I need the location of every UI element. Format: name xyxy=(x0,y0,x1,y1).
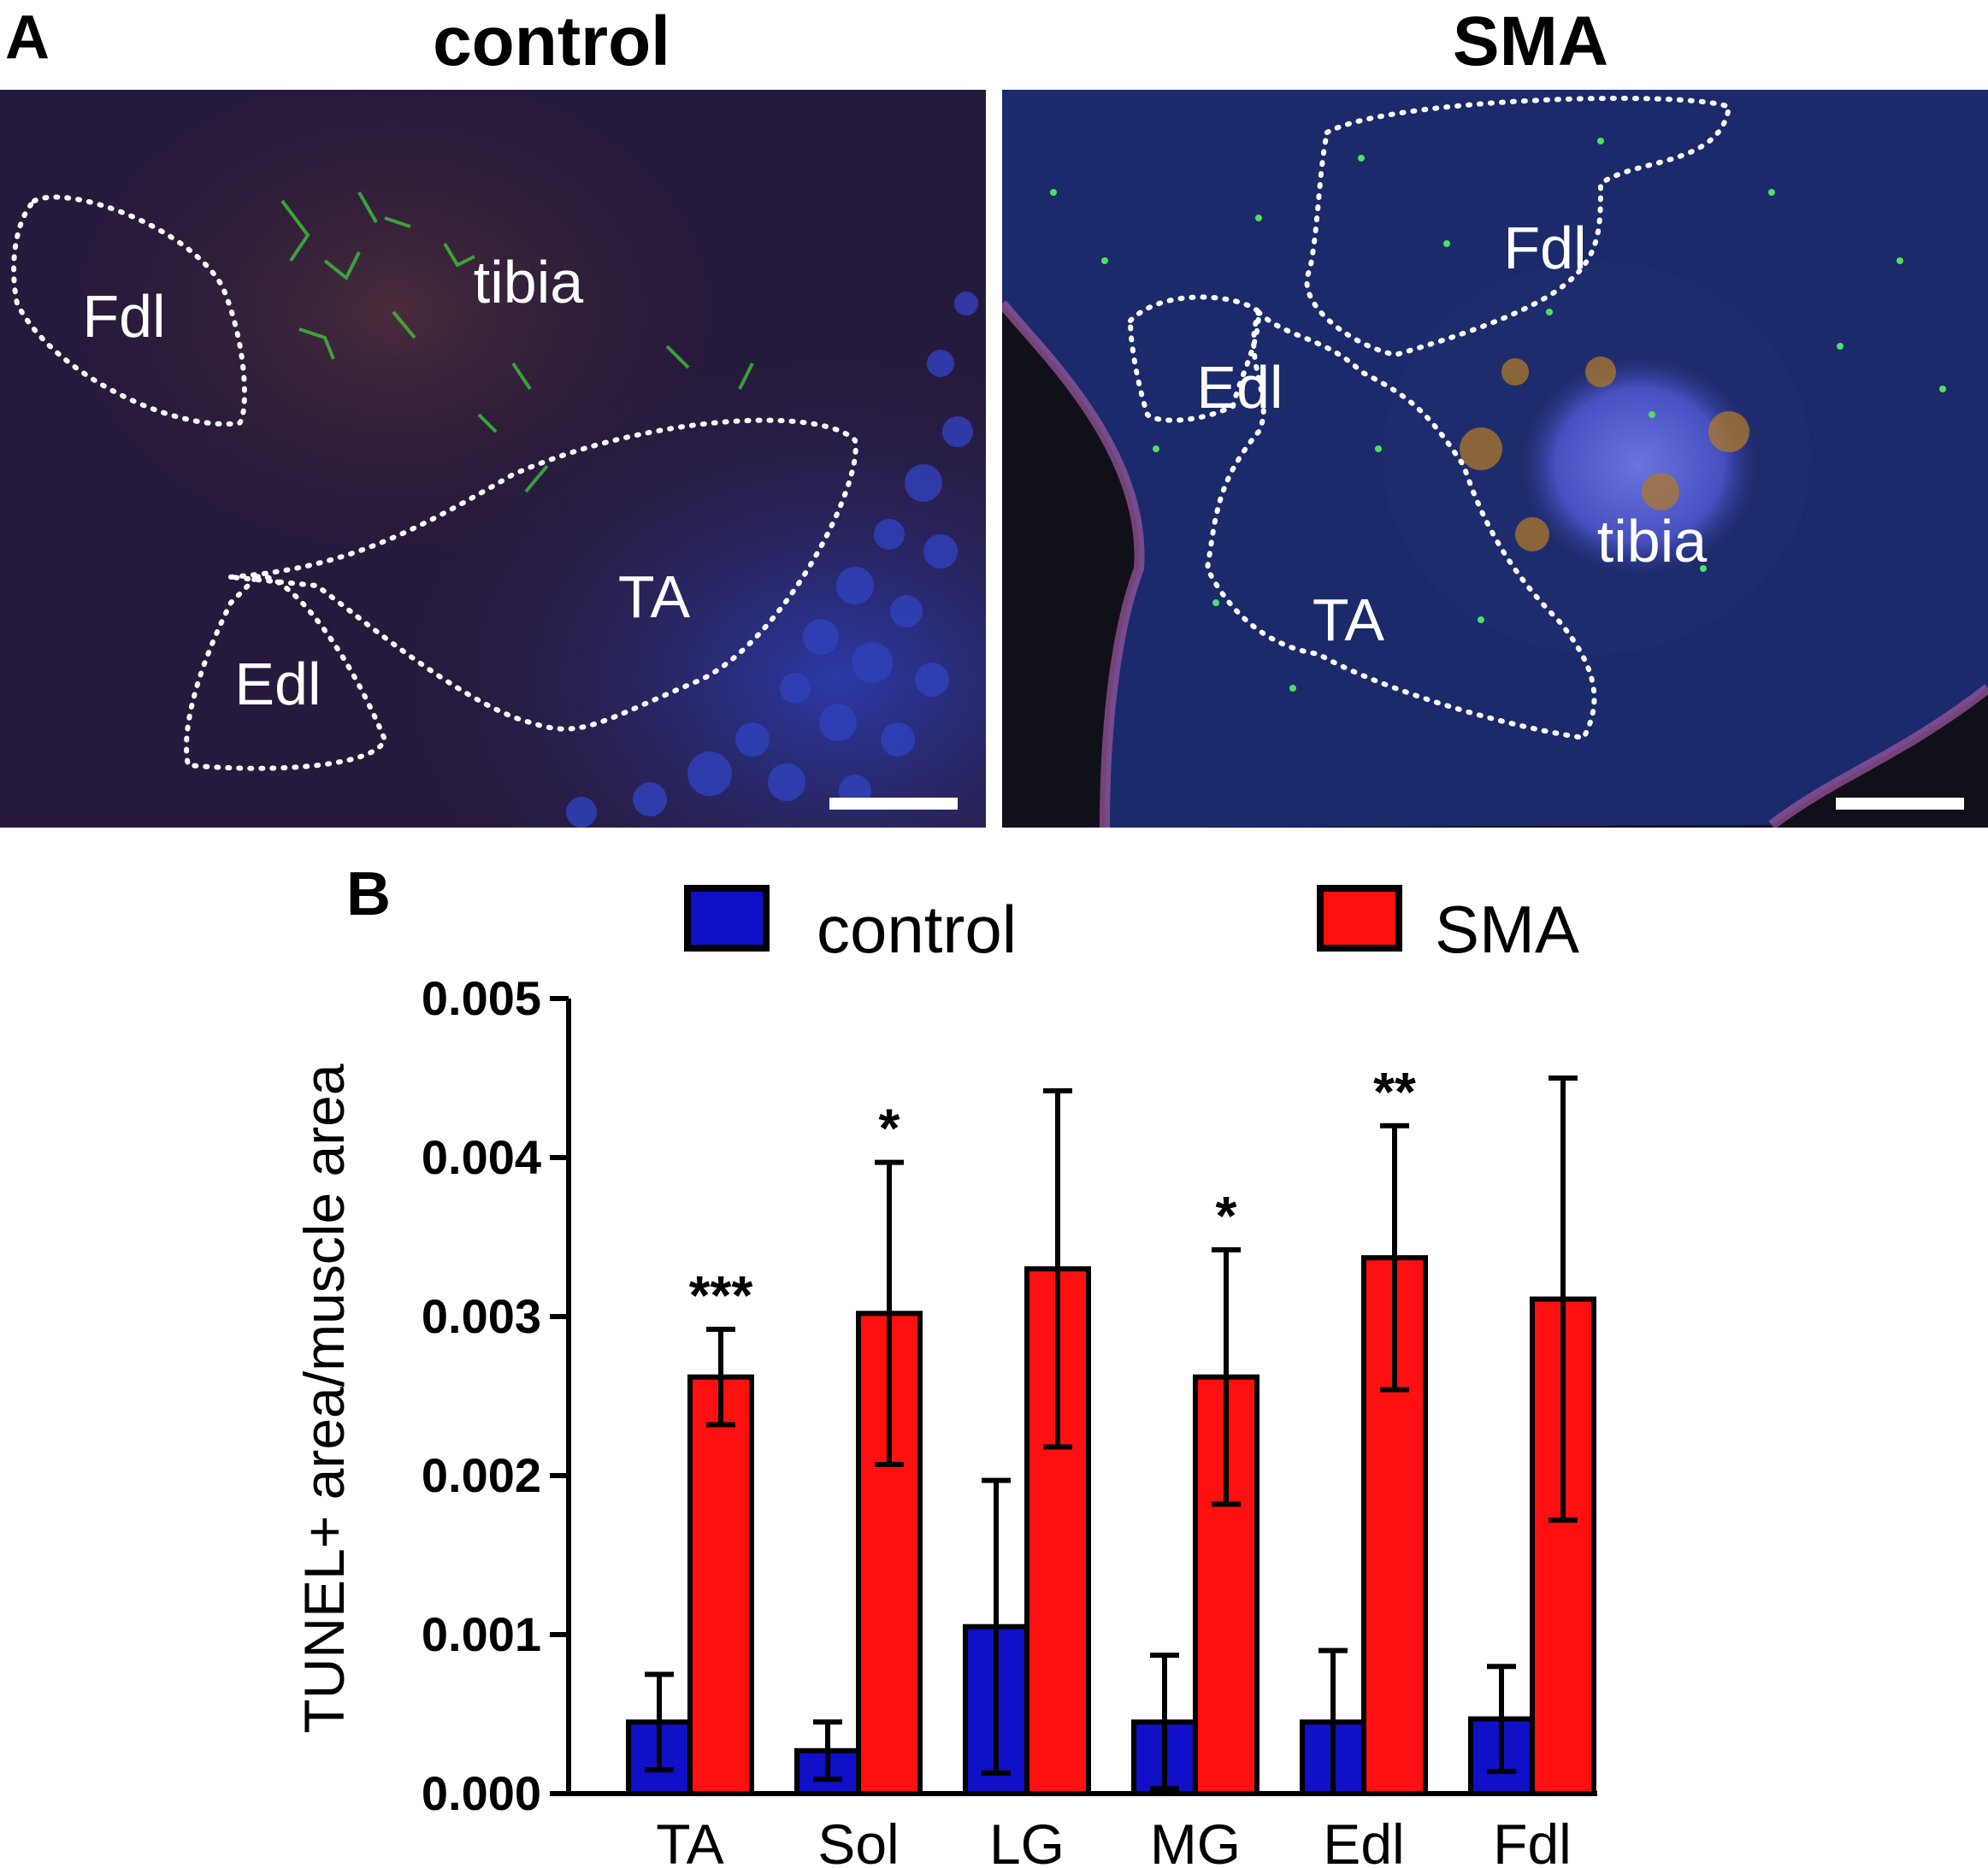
sma-ta-label: TA xyxy=(1312,586,1385,653)
significance-marker: * xyxy=(879,1098,900,1159)
y-tick-label: 0.003 xyxy=(422,1289,541,1343)
x-tick-label: LG xyxy=(989,1812,1065,1868)
significance-marker: *** xyxy=(689,1264,753,1326)
sma-fdl-label: Fdl xyxy=(1503,215,1587,281)
x-tick-label: Fdl xyxy=(1493,1812,1572,1868)
x-tick-label: TA xyxy=(656,1812,723,1868)
y-tick-label: 0.005 xyxy=(422,971,541,1025)
significance-marker: ** xyxy=(1373,1061,1416,1123)
sma-column-title: SMA xyxy=(1452,3,1609,80)
legend-control-swatch xyxy=(684,885,770,952)
panel-a-letter: A xyxy=(5,3,50,72)
x-tick-label: MG xyxy=(1150,1812,1241,1868)
y-tick-label: 0.001 xyxy=(422,1607,541,1661)
control-edl-label: Edl xyxy=(234,651,322,717)
significance-marker: * xyxy=(1216,1185,1237,1246)
bar-sma-ta xyxy=(687,1374,754,1797)
sma-tibia-label: tibia xyxy=(1596,508,1708,575)
x-tick-label: Sol xyxy=(817,1812,899,1868)
y-axis-label: TUNEL+ area/muscle area xyxy=(292,1064,356,1733)
legend-sma-label: SMA xyxy=(1435,892,1580,967)
control-fdl-label: Fdl xyxy=(82,283,166,350)
sma-edl-label: Edl xyxy=(1196,354,1283,421)
y-tick-label: 0.002 xyxy=(422,1448,541,1502)
control-micrograph-art xyxy=(0,90,986,828)
panel-b-letter: B xyxy=(346,860,391,928)
control-column-title: control xyxy=(433,3,670,80)
y-tick-label: 0.004 xyxy=(422,1130,541,1184)
sma-micrograph-art xyxy=(1002,90,1988,828)
control-scale-bar xyxy=(829,798,958,810)
x-tick-label: Edl xyxy=(1323,1812,1404,1868)
y-tick-label: 0.000 xyxy=(422,1766,541,1820)
tunel-bar-chart: TUNEL+ area/muscle area 0.000 0.001 0.002 0… xyxy=(292,971,1597,1868)
legend-control-label: control xyxy=(817,892,1018,967)
control-micrograph: Fdl tibia TA Edl xyxy=(0,90,986,828)
legend-sma-swatch xyxy=(1317,885,1402,952)
control-ta-label: TA xyxy=(617,563,691,630)
control-tibia-label: tibia xyxy=(473,249,584,315)
sma-scale-bar xyxy=(1836,798,1964,810)
sma-micrograph: Fdl Edl TA tibia xyxy=(1002,90,1988,828)
